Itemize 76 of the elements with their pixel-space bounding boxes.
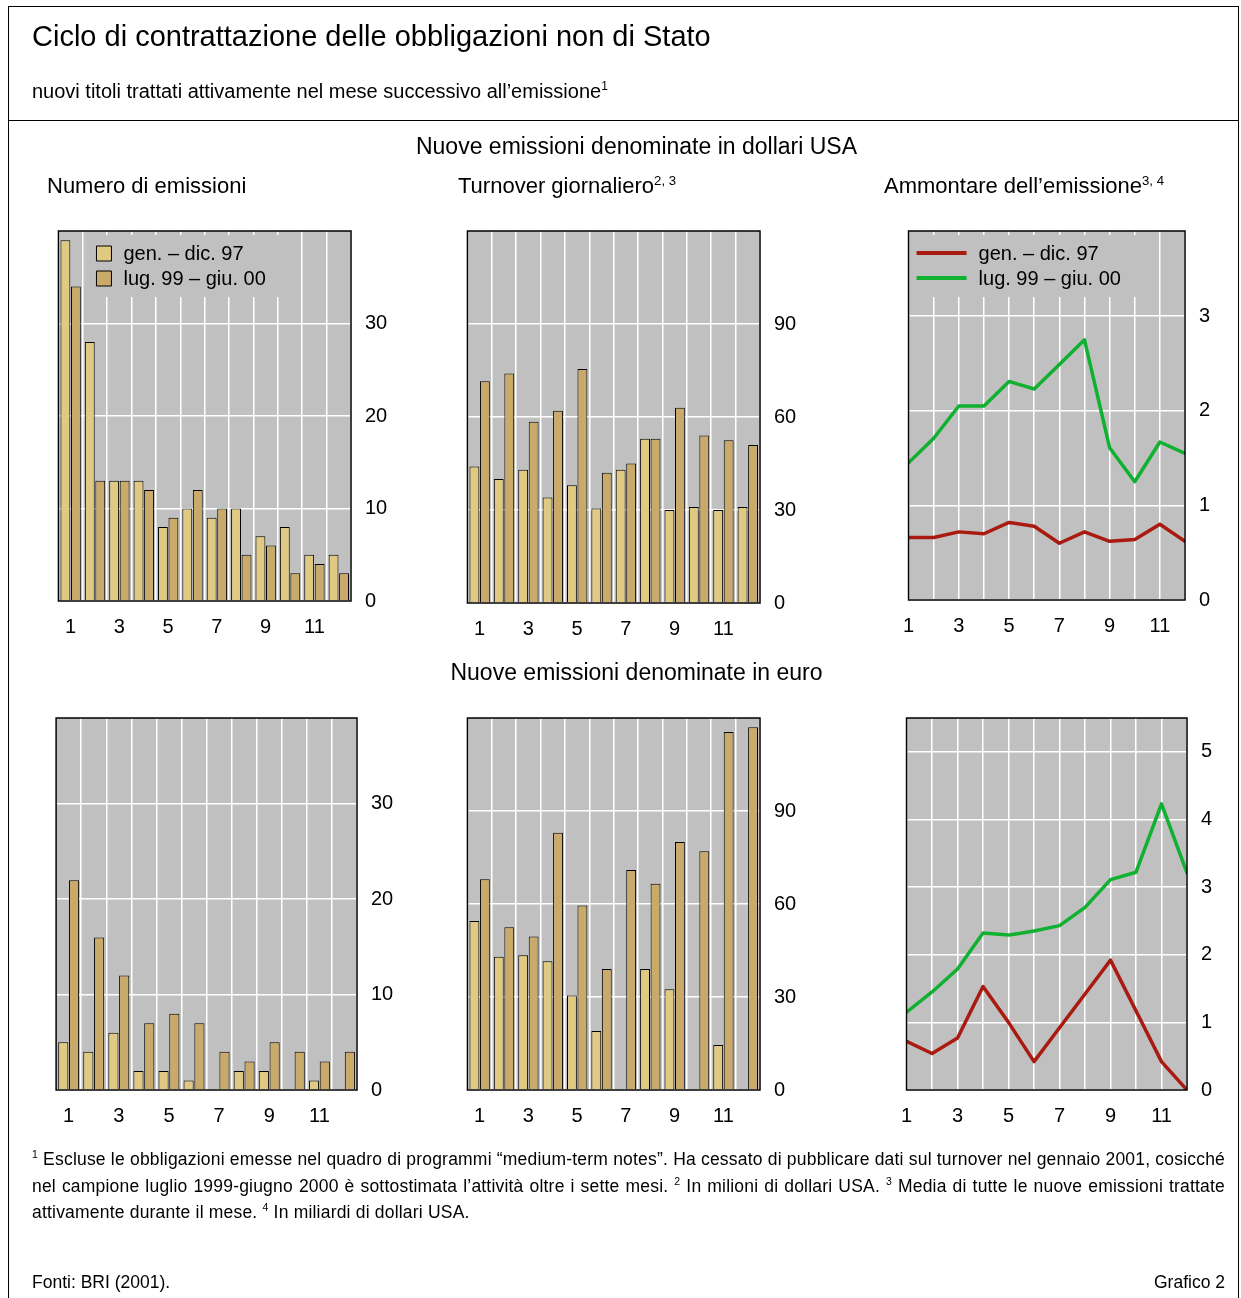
x-tick-label: 1 xyxy=(903,613,915,636)
text: Grafico 2 xyxy=(1154,1272,1225,1293)
y-tick-label: 5 xyxy=(1201,739,1213,762)
y-tick-label: 2 xyxy=(1201,942,1213,965)
y-tick-label: 90 xyxy=(774,311,797,334)
x-tick-label: 11 xyxy=(304,614,325,637)
legend-label: lug. 99 – giu. 00 xyxy=(123,266,266,289)
x-tick-label: 5 xyxy=(163,1103,175,1126)
y-tick-label: 0 xyxy=(774,590,786,613)
x-tick-label: 3 xyxy=(522,616,534,639)
y-tick-label: 30 xyxy=(774,497,797,520)
x-tick-label: 7 xyxy=(213,1103,225,1126)
x-tick-label: 7 xyxy=(620,1103,632,1126)
x-tick-label: 11 xyxy=(713,616,734,639)
x-tick-label: 11 xyxy=(713,1103,734,1126)
x-tick-label: 5 xyxy=(1002,1103,1015,1126)
x-tick-label: 11 xyxy=(1151,1103,1172,1126)
y-tick-label: 60 xyxy=(774,404,797,427)
x-tick-label: 1 xyxy=(474,616,486,639)
legend-label: gen. – dic. 97 xyxy=(978,241,1099,264)
x-tick-label: 5 xyxy=(162,614,174,637)
y-tick-label: 1 xyxy=(1201,1009,1213,1032)
y-tick-label: 4 xyxy=(1201,806,1213,829)
x-tick-label: 9 xyxy=(260,614,272,637)
y-tick-label: 30 xyxy=(774,984,797,1007)
y-tick-label: 20 xyxy=(371,886,394,909)
x-tick-label: 5 xyxy=(1003,613,1015,636)
y-tick-label: 30 xyxy=(371,791,394,814)
x-tick-label: 11 xyxy=(1149,613,1171,636)
x-tick-label: 7 xyxy=(620,616,632,639)
y-tick-label: 60 xyxy=(774,891,797,914)
y-tick-label: 3 xyxy=(1201,874,1213,897)
y-tick-label: 90 xyxy=(774,798,797,821)
x-tick-label: 7 xyxy=(1053,1103,1066,1126)
y-tick-label: 0 xyxy=(1201,1077,1213,1100)
x-tick-label: 1 xyxy=(65,614,77,637)
x-tick-label: 3 xyxy=(951,1103,964,1126)
text: Nuove emissioni denominate in euro xyxy=(449,659,824,686)
text: Nuove emissioni denominate in dollari USA xyxy=(414,133,859,160)
text: Fonti: BRI (2001). xyxy=(32,1272,171,1293)
text: nuovi titoli trattati attivamente nel mese successivo all’emissione$^{1}$ xyxy=(32,79,608,103)
chart-title: Turnover giornaliero$^{2, 3}$ xyxy=(458,172,677,199)
y-tick-label: 10 xyxy=(365,496,388,519)
chart-title: Ammontare dell’emissione$^{3, 4}$ xyxy=(884,172,1164,199)
y-tick-label: 30 xyxy=(365,311,388,334)
x-tick-label: 9 xyxy=(1104,613,1116,636)
y-tick-label: 1 xyxy=(1199,492,1211,515)
x-tick-label: 5 xyxy=(571,1103,583,1126)
chart-title: Numero di emissioni xyxy=(47,173,247,199)
x-tick-label: 9 xyxy=(669,1103,681,1126)
x-tick-label: 9 xyxy=(669,616,681,639)
text: Ciclo di contrattazione delle obbligazioni non di Stato xyxy=(32,20,711,53)
legend-label: gen. – dic. 97 xyxy=(123,241,244,264)
x-tick-label: 3 xyxy=(113,614,125,637)
x-tick-label: 5 xyxy=(571,616,583,639)
y-tick-label: 0 xyxy=(774,1077,786,1100)
x-tick-label: 3 xyxy=(953,613,965,636)
y-tick-label: 0 xyxy=(1199,587,1211,610)
x-tick-label: 9 xyxy=(263,1103,275,1126)
text: $^{1}$ Escluse le obbligazioni emesse nel quadro di programmi “medium-term notes”. Ha cessato di pubblicare dati sul turnover nel gennaio 2001, cosicché nel campione luglio 1999-giugno 2000 è sottostimata l’attività oltre i sette mesi. $^{2}$ In milioni di dollari USA. $^{3}$ Media di tutte le nuove emissioni trattate attivamente durante il mese. $^{4}$ In miliardi di dollari USA. xyxy=(32,1148,1226,1222)
x-tick-label: 1 xyxy=(63,1103,75,1126)
x-tick-label: 9 xyxy=(1104,1103,1117,1126)
y-tick-label: 3 xyxy=(1199,303,1211,326)
x-tick-label: 3 xyxy=(113,1103,125,1126)
x-tick-label: 3 xyxy=(522,1103,534,1126)
x-tick-label: 11 xyxy=(309,1103,330,1126)
y-tick-label: 2 xyxy=(1199,398,1211,421)
y-tick-label: 0 xyxy=(365,588,377,611)
legend-label: lug. 99 – giu. 00 xyxy=(978,266,1121,289)
x-tick-label: 7 xyxy=(211,614,223,637)
y-tick-label: 0 xyxy=(371,1077,383,1100)
x-tick-label: 1 xyxy=(474,1103,486,1126)
x-tick-label: 7 xyxy=(1053,613,1065,636)
y-tick-label: 20 xyxy=(365,403,388,426)
x-tick-label: 1 xyxy=(901,1103,913,1126)
y-tick-label: 10 xyxy=(371,982,394,1005)
